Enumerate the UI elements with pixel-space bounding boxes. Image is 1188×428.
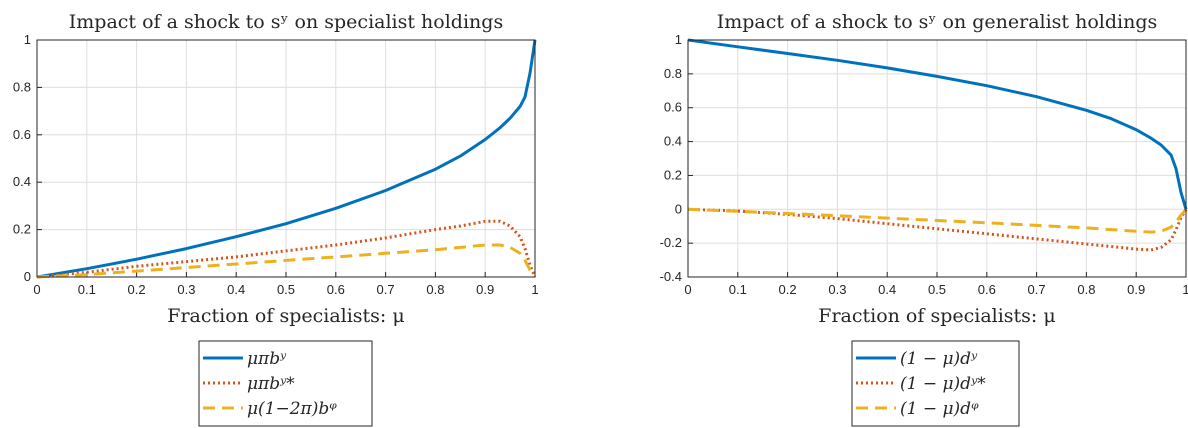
chart-panel-generalist: 0 0.1 0.2 0.3 0.4 0.5 0.6 0.7 0.8 0.9 1 -0.4 -0.2 0 0.…	[660, 11, 1188, 427]
x-tick-label: 1	[1182, 282, 1188, 297]
y-tick-label: 1	[24, 32, 31, 47]
chart-panel-specialist: 0 0.1 0.2 0.3 0.4 0.5 0.6 0.7 0.8 0.9 1 0 0.2 0.4 0.6 0…	[13, 11, 539, 427]
y-tick-label: 0.4	[13, 174, 31, 189]
chart-title: Impact of a shock to sʸ on specialist ho…	[69, 11, 503, 33]
x-tick-label: 0.8	[1077, 282, 1095, 297]
legend-label-1: (1 − μ)dʸ	[900, 349, 978, 369]
x-tick-label: 0.2	[128, 282, 146, 297]
series-line-2	[37, 219, 537, 279]
y-tick-label: 0.6	[664, 100, 682, 115]
legend-label-2: (1 − μ)dʸ*	[900, 374, 986, 394]
legend: (1 − μ)dʸ (1 − μ)dʸ* (1 − μ)dᵠ	[851, 340, 1020, 427]
series-line-3	[688, 207, 1188, 234]
x-tick-label: 0.5	[928, 282, 946, 297]
y-tick-label: 0.8	[13, 79, 31, 94]
series-group	[688, 38, 1188, 252]
x-tick-label: 0.4	[227, 282, 245, 297]
x-axis-label: Fraction of specialists: μ	[167, 305, 404, 327]
chart-title: Impact of a shock to sʸ on generalist ho…	[717, 11, 1158, 33]
x-tick-label: 0	[33, 282, 40, 297]
y-tick-label: 0.2	[664, 167, 682, 182]
x-tick-label: 0.1	[729, 282, 747, 297]
plot-area-frame	[36, 39, 536, 278]
x-tick-label: 0.8	[426, 282, 444, 297]
x-tick-label: 1	[531, 282, 538, 297]
y-tick-label: 0	[24, 269, 31, 284]
x-tick-label: 0.1	[78, 282, 96, 297]
x-tick-label: 0.6	[327, 282, 345, 297]
series-line-2	[688, 207, 1188, 252]
series-line-3	[37, 243, 537, 279]
x-tick-label: 0.7	[1028, 282, 1046, 297]
x-tick-label: 0.3	[177, 282, 195, 297]
x-tick-label: 0.9	[476, 282, 494, 297]
legend-label-3: (1 − μ)dᵠ	[900, 399, 979, 419]
y-tick-label: 0.4	[664, 134, 682, 149]
y-tick-label: 0.2	[13, 222, 31, 237]
series-line-1	[688, 38, 1188, 210]
x-tick-label: 0.7	[377, 282, 395, 297]
y-tick-label: 1	[675, 32, 682, 47]
legend-label-1: μπbʸ	[247, 349, 287, 369]
x-tick-label: 0.9	[1127, 282, 1145, 297]
legend-label-3: μ(1−2π)bᵠ	[247, 399, 337, 419]
x-axis-label: Fraction of specialists: μ	[818, 305, 1055, 327]
x-tick-label: 0.3	[828, 282, 846, 297]
x-tick-label: 0.4	[878, 282, 896, 297]
legend-box	[851, 340, 1020, 427]
y-tick-label: -0.4	[660, 269, 682, 284]
y-tick-label: 0.6	[13, 127, 31, 142]
series-group	[37, 39, 537, 279]
y-tick-label: 0	[675, 201, 682, 216]
legend-label-2: μπbʸ*	[247, 374, 295, 394]
x-tick-label: 0.6	[978, 282, 996, 297]
legend-box	[198, 340, 373, 427]
y-tick-label: 0.8	[664, 66, 682, 81]
series-line-1	[37, 39, 537, 279]
legend: μπbʸ μπbʸ* μ(1−2π)bᵠ	[198, 340, 373, 427]
x-tick-label: 0.5	[277, 282, 295, 297]
y-tick-label: -0.2	[660, 235, 682, 250]
x-tick-label: 0.2	[779, 282, 797, 297]
plot-area-frame	[687, 39, 1187, 278]
x-tick-label: 0	[684, 282, 691, 297]
